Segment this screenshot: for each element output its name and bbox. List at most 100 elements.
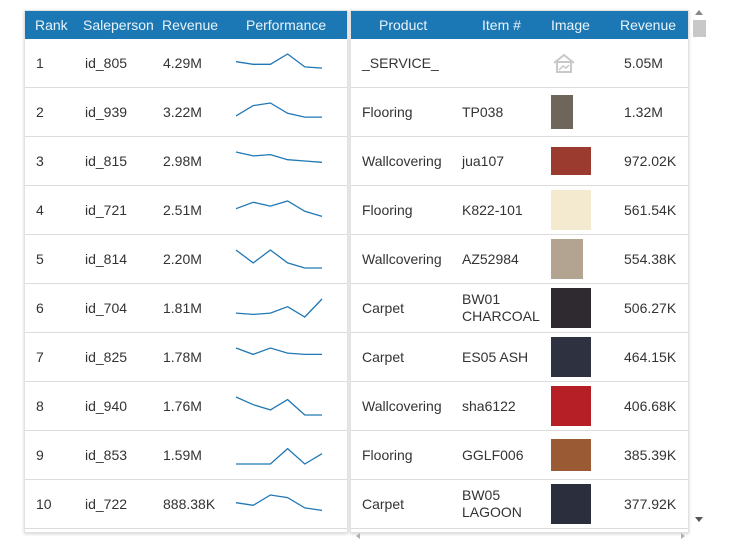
image-cell bbox=[551, 95, 617, 129]
scroll-right-icon[interactable] bbox=[681, 533, 685, 539]
salesperson-cell: id_814 bbox=[85, 251, 128, 267]
revenue-cell: 1.76M bbox=[163, 398, 202, 414]
table-row[interactable]: Wallcovering AZ52984 554.38K bbox=[351, 235, 688, 284]
scroll-up-icon[interactable] bbox=[695, 10, 703, 15]
sparkline-line bbox=[235, 53, 323, 69]
sparkline-line bbox=[235, 298, 323, 318]
header-rank[interactable]: Rank bbox=[35, 17, 68, 33]
product-image[interactable] bbox=[551, 439, 591, 471]
header-image[interactable]: Image bbox=[551, 17, 590, 33]
rank-cell: 1 bbox=[36, 55, 44, 71]
product-revenue-cell: 972.02K bbox=[624, 153, 677, 169]
sparkline-line bbox=[235, 151, 323, 163]
image-cell bbox=[551, 147, 617, 175]
product-image[interactable] bbox=[551, 484, 591, 524]
performance-sparkline bbox=[235, 494, 323, 512]
performance-cell bbox=[224, 149, 346, 173]
item-cell: AZ52984 bbox=[462, 250, 519, 267]
product-image[interactable] bbox=[551, 147, 591, 175]
revenue-cell: 888.38K bbox=[163, 496, 216, 512]
product-image[interactable] bbox=[551, 288, 591, 328]
product-image[interactable] bbox=[551, 337, 591, 377]
table-row[interactable]: Wallcovering jua107 972.02K bbox=[351, 137, 688, 186]
table-row[interactable]: Flooring TP038 1.32M bbox=[351, 88, 688, 137]
product-cell: Wallcovering bbox=[362, 251, 442, 267]
horizontal-scrollbar[interactable] bbox=[350, 531, 687, 541]
image-cell bbox=[551, 439, 617, 471]
table-row[interactable]: Flooring GGLF006 385.39K bbox=[351, 431, 688, 480]
table-row[interactable]: Carpet ES05 ASH 464.15K bbox=[351, 333, 688, 382]
header-product[interactable]: Product bbox=[379, 17, 428, 33]
product-revenue-cell: 554.38K bbox=[624, 251, 677, 267]
sparkline-line bbox=[235, 494, 323, 512]
performance-cell bbox=[224, 51, 346, 75]
performance-sparkline bbox=[235, 200, 323, 218]
table-row[interactable]: Wallcovering sha6122 406.68K bbox=[351, 382, 688, 431]
product-cell: Carpet bbox=[362, 496, 405, 512]
product-cell: _SERVICE_ bbox=[362, 55, 439, 71]
table-row[interactable]: Flooring K822-101 561.54K bbox=[351, 186, 688, 235]
service-image-icon bbox=[553, 53, 575, 73]
table-row[interactable]: 5 id_814 2.20M bbox=[25, 235, 347, 284]
salesperson-cell: id_704 bbox=[85, 300, 128, 316]
image-cell bbox=[551, 288, 617, 328]
item-cell: sha6122 bbox=[462, 397, 516, 414]
salesperson-cell: id_805 bbox=[85, 55, 128, 71]
header-item[interactable]: Item # bbox=[482, 16, 521, 33]
rank-cell: 2 bbox=[36, 104, 44, 120]
product-revenue-cell: 1.32M bbox=[624, 104, 663, 120]
table-row[interactable]: 8 id_940 1.76M bbox=[25, 382, 347, 431]
product-revenue-cell: 385.39K bbox=[624, 447, 677, 463]
performance-cell bbox=[224, 247, 346, 271]
performance-sparkline bbox=[235, 53, 323, 69]
table-row[interactable]: 10 id_722 888.38K bbox=[25, 480, 347, 529]
product-revenue-cell: 5.05M bbox=[624, 55, 663, 71]
product-table-body: _SERVICE_ 5.05M Flooring TP038 1.32M Wallcove… bbox=[351, 39, 688, 529]
product-revenue-cell: 506.27K bbox=[624, 300, 677, 316]
rank-cell: 4 bbox=[36, 202, 44, 218]
header-salesperson[interactable]: Saleperson bbox=[83, 17, 154, 33]
table-row[interactable]: 3 id_815 2.98M bbox=[25, 137, 347, 186]
rank-cell: 5 bbox=[36, 251, 44, 267]
header-revenue[interactable]: Revenue bbox=[162, 17, 219, 33]
performance-cell bbox=[224, 443, 346, 467]
scroll-down-icon[interactable] bbox=[695, 517, 703, 522]
product-revenue-cell: 406.68K bbox=[624, 398, 677, 414]
table-row[interactable]: 4 id_721 2.51M bbox=[25, 186, 347, 235]
product-revenue-cell: 377.92K bbox=[624, 496, 677, 512]
product-image[interactable] bbox=[551, 386, 591, 426]
image-cell bbox=[551, 239, 617, 279]
header-product-revenue[interactable]: Revenue bbox=[620, 17, 677, 33]
item-cell: GGLF006 bbox=[462, 446, 524, 463]
table-row[interactable]: 6 id_704 1.81M bbox=[25, 284, 347, 333]
table-row[interactable]: 1 id_805 4.29M bbox=[25, 39, 347, 88]
table-row[interactable]: 2 id_939 3.22M bbox=[25, 88, 347, 137]
header-performance[interactable]: Performance bbox=[246, 17, 327, 33]
sparkline-line bbox=[235, 396, 322, 416]
revenue-cell: 3.22M bbox=[163, 104, 202, 120]
product-image[interactable] bbox=[551, 95, 573, 129]
image-cell bbox=[551, 337, 617, 377]
table-row[interactable]: 7 id_825 1.78M bbox=[25, 333, 347, 382]
scroll-thumb[interactable] bbox=[693, 20, 706, 37]
product-cell: Flooring bbox=[362, 447, 413, 463]
performance-sparkline bbox=[235, 347, 322, 356]
product-image[interactable] bbox=[551, 190, 591, 230]
item-cell: K822-101 bbox=[462, 201, 523, 218]
table-row[interactable]: Carpet BW01 CHARCOAL 506.27K bbox=[351, 284, 688, 333]
vertical-scrollbar[interactable] bbox=[691, 10, 709, 531]
table-row[interactable]: Carpet BW05 LAGOON 377.92K bbox=[351, 480, 688, 529]
performance-sparkline bbox=[235, 249, 322, 269]
performance-cell bbox=[224, 198, 346, 222]
sparkline-line bbox=[235, 347, 322, 356]
rank-cell: 6 bbox=[36, 300, 44, 316]
product-image[interactable] bbox=[551, 239, 583, 279]
item-cell: jua107 bbox=[462, 152, 505, 169]
product-cell: Wallcovering bbox=[362, 398, 442, 414]
performance-cell bbox=[224, 492, 346, 516]
table-row[interactable]: 9 id_853 1.59M bbox=[25, 431, 347, 480]
performance-sparkline bbox=[235, 102, 322, 118]
product-cell: Flooring bbox=[362, 202, 413, 218]
scroll-left-icon[interactable] bbox=[356, 533, 360, 539]
table-row[interactable]: _SERVICE_ 5.05M bbox=[351, 39, 688, 88]
